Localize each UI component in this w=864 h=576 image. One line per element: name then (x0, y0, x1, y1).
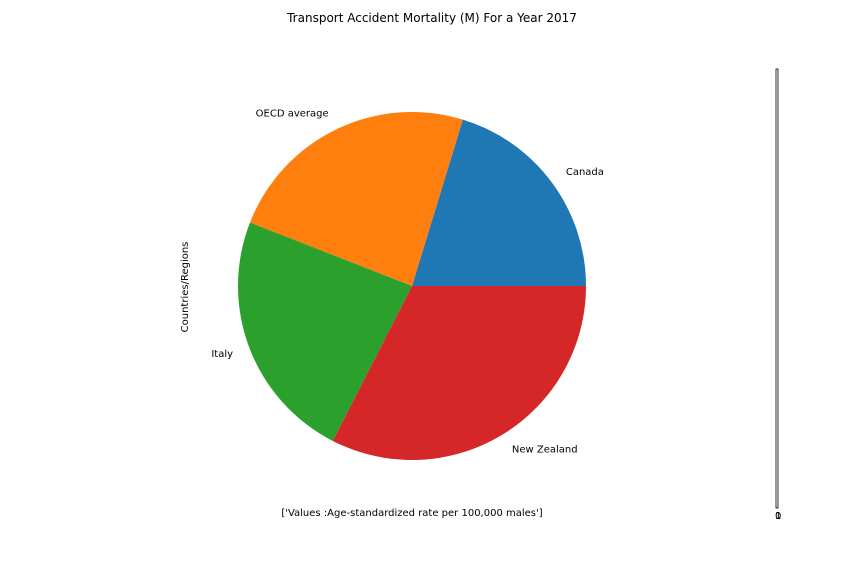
y-axis-label: Countries/Regions (180, 242, 191, 333)
pie-slice-new-zealand (332, 286, 586, 461)
pie-label-new-zealand: New Zealand (512, 444, 578, 455)
colorbar: 0 1 (775, 68, 781, 522)
x-axis-label: ['Values :Age-standardized rate per 100,… (281, 508, 542, 519)
colorbar-tick-label-1: 1 (775, 511, 781, 522)
colorbar-tick-label-0: 0 (775, 511, 781, 522)
pie-slice-labels: Canada OECD average Italy New Zealand (211, 109, 604, 456)
pie-slices (238, 112, 586, 461)
pie-slice-italy (238, 222, 412, 441)
pie-label-italy: Italy (211, 349, 233, 360)
colorbar-bar (775, 68, 779, 509)
pie-slice-canada (412, 119, 586, 286)
pie-label-canada: Canada (566, 167, 604, 178)
pie-slice-oecd-average (249, 112, 463, 286)
chart-title: Transport Accident Mortality (M) For a Y… (286, 11, 577, 25)
pie-label-oecd-average: OECD average (256, 109, 329, 120)
